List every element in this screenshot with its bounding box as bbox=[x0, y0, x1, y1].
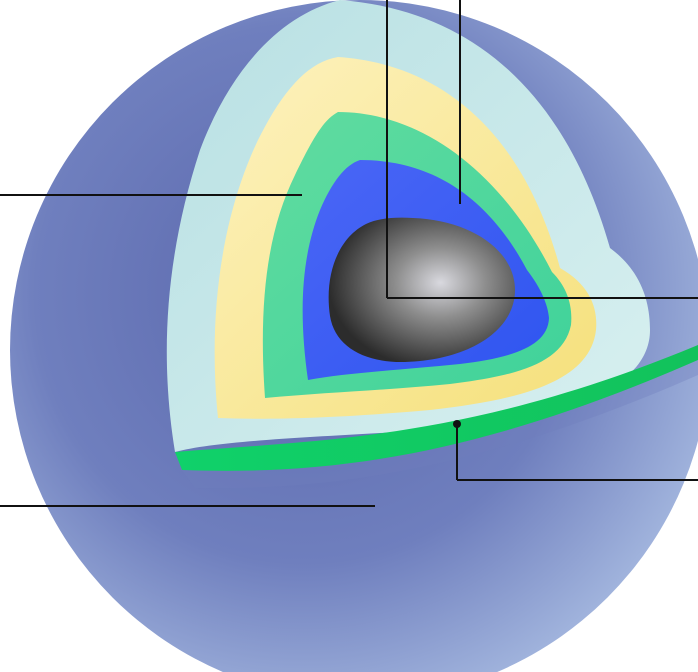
ring-layers bbox=[175, 345, 698, 489]
inner-core bbox=[328, 217, 515, 363]
leader-dot bbox=[453, 420, 461, 428]
leader-lines bbox=[0, 0, 698, 507]
green-ring bbox=[175, 345, 698, 471]
